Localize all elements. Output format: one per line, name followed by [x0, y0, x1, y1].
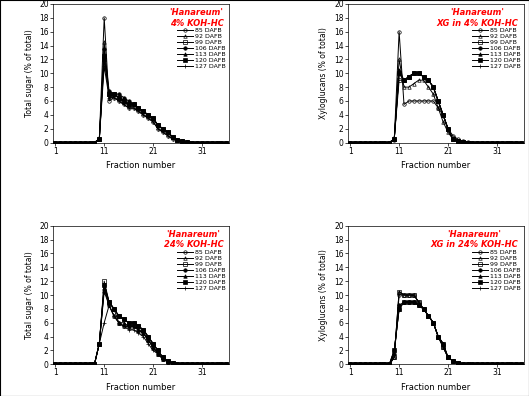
X-axis label: Fraction number: Fraction number — [106, 161, 176, 170]
Legend: 85 DAFB, 92 DAFB, 99 DAFB, 106 DAFB, 113 DAFB, 120 DAFB, 127 DAFB: 85 DAFB, 92 DAFB, 99 DAFB, 106 DAFB, 113… — [472, 28, 521, 69]
Legend: 85 DAFB, 92 DAFB, 99 DAFB, 106 DAFB, 113 DAFB, 120 DAFB, 127 DAFB: 85 DAFB, 92 DAFB, 99 DAFB, 106 DAFB, 113… — [177, 28, 226, 69]
X-axis label: Fraction number: Fraction number — [401, 383, 470, 392]
Text: 'Hanareum'
24% KOH-HC: 'Hanareum' 24% KOH-HC — [164, 230, 224, 249]
Text: 'Hanareum'
XG in 24% KOH-HC: 'Hanareum' XG in 24% KOH-HC — [431, 230, 518, 249]
Text: 'Hanareum'
XG in 4% KOH-HC: 'Hanareum' XG in 4% KOH-HC — [436, 8, 518, 27]
X-axis label: Fraction number: Fraction number — [106, 383, 176, 392]
Y-axis label: Total sugar (% of total): Total sugar (% of total) — [24, 251, 33, 339]
Y-axis label: Xyloglucans (% of total): Xyloglucans (% of total) — [320, 27, 329, 119]
Text: 'Hanareum'
4% KOH-HC: 'Hanareum' 4% KOH-HC — [169, 8, 224, 27]
Y-axis label: Xyloglucans (% of total): Xyloglucans (% of total) — [320, 249, 329, 341]
Legend: 85 DAFB, 92 DAFB, 99 DAFB, 106 DAFB, 113 DAFB, 120 DAFB, 127 DAFB: 85 DAFB, 92 DAFB, 99 DAFB, 106 DAFB, 113… — [472, 249, 521, 291]
Legend: 85 DAFB, 92 DAFB, 99 DAFB, 106 DAFB, 113 DAFB, 120 DAFB, 127 DAFB: 85 DAFB, 92 DAFB, 99 DAFB, 106 DAFB, 113… — [177, 249, 226, 291]
X-axis label: Fraction number: Fraction number — [401, 161, 470, 170]
Y-axis label: Total sugar (% of total): Total sugar (% of total) — [24, 29, 33, 117]
